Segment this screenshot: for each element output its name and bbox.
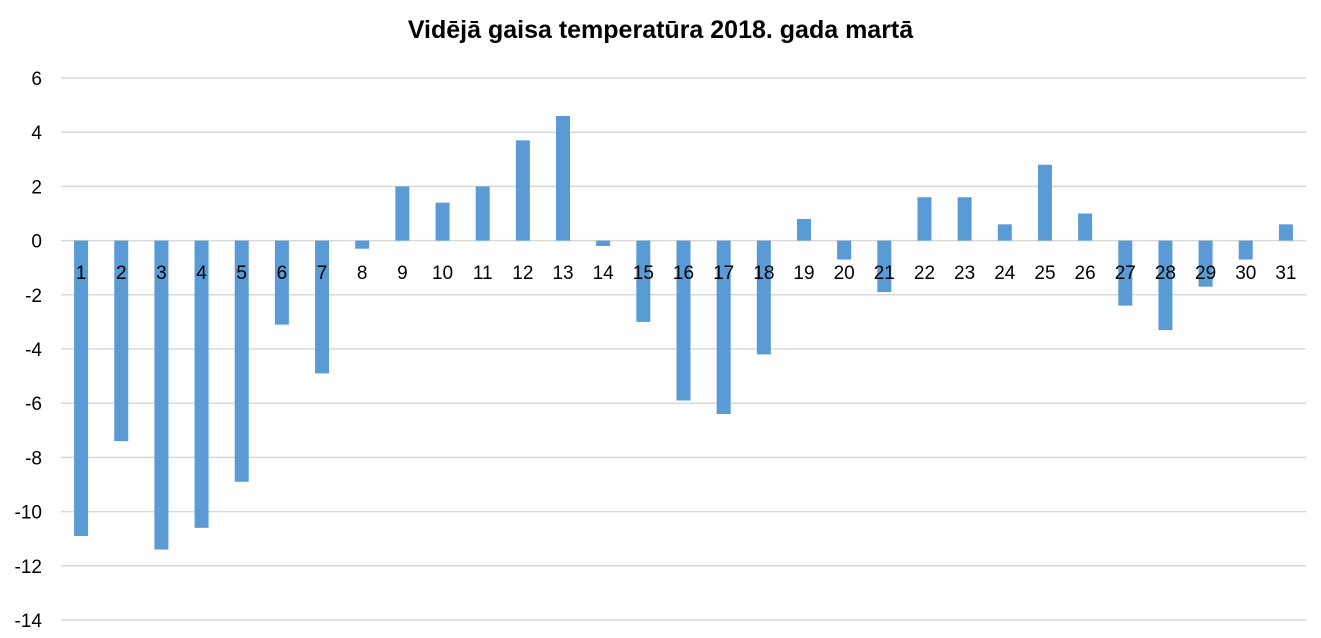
x-tick-label: 12: [512, 263, 533, 284]
bar-24: [997, 224, 1012, 241]
bar-5: [234, 240, 249, 482]
x-tick-label: 25: [1034, 263, 1055, 284]
x-tick-label: 4: [196, 263, 207, 284]
x-tick-label: 6: [277, 263, 288, 284]
bar-16: [676, 240, 691, 401]
x-tick-label: 20: [834, 263, 855, 284]
bars: [74, 115, 1293, 550]
bar-25: [1037, 164, 1052, 241]
x-tick-label: 22: [914, 263, 935, 284]
bar-31: [1278, 224, 1293, 241]
bar-18: [756, 240, 771, 355]
x-tick-label: 27: [1115, 263, 1136, 284]
bar-7: [315, 240, 330, 374]
y-tick-label: 6: [31, 69, 42, 90]
x-tick-label: 21: [874, 263, 895, 284]
y-tick-label: -2: [25, 286, 42, 307]
x-tick-label: 19: [793, 263, 814, 284]
bar-17: [716, 240, 731, 415]
y-tick-label: 0: [31, 232, 42, 253]
x-tick-label: 24: [994, 263, 1016, 284]
x-tick-label: 9: [397, 263, 408, 284]
x-axis-ticks: 1 2 3 4 5 6 7 8 9 10 11 12 13 14 15 16 17 18 19 20 21 22 23 24 2…: [76, 263, 1297, 284]
y-tick-label: -14: [15, 611, 43, 632]
bar-15: [636, 240, 651, 322]
y-tick-label: -10: [15, 503, 42, 524]
y-tick-label: 4: [31, 123, 42, 144]
bar-14: [596, 240, 611, 247]
y-tick-label: -4: [25, 340, 42, 361]
bar-27: [1118, 240, 1133, 306]
x-tick-label: 2: [116, 263, 127, 284]
bar-12: [515, 140, 530, 241]
x-tick-label: 10: [432, 263, 453, 284]
chart-title: Vidējā gaisa temperatūra 2018. gada mart…: [407, 16, 914, 44]
x-tick-label: 8: [357, 263, 368, 284]
bar-11: [475, 186, 490, 241]
bar-30: [1238, 240, 1253, 260]
bar-8: [355, 240, 370, 249]
bar-13: [556, 115, 571, 241]
bar-29: [1198, 240, 1213, 287]
x-tick-label: 13: [552, 263, 573, 284]
bar-3: [154, 240, 169, 550]
x-tick-label: 16: [673, 263, 694, 284]
x-tick-label: 23: [954, 263, 975, 284]
bar-21: [877, 240, 892, 293]
y-tick-label: -6: [25, 394, 42, 415]
bar-19: [796, 218, 811, 241]
x-tick-label: 3: [156, 263, 167, 284]
y-tick-label: 2: [31, 177, 42, 198]
bar-20: [837, 240, 852, 260]
grid-lines: [61, 77, 1306, 621]
x-tick-label: 5: [236, 263, 247, 284]
x-tick-label: 26: [1075, 263, 1096, 284]
x-tick-label: 14: [593, 263, 615, 284]
bar-2: [114, 240, 129, 442]
x-tick-label: 28: [1155, 263, 1176, 284]
x-tick-label: 1: [76, 263, 87, 284]
x-tick-label: 30: [1235, 263, 1256, 284]
bar-26: [1078, 213, 1093, 241]
x-tick-label: 7: [317, 263, 328, 284]
bar-23: [957, 197, 972, 241]
bar-10: [435, 202, 450, 241]
y-tick-label: -12: [15, 557, 42, 578]
x-tick-label: 31: [1275, 263, 1296, 284]
bar-6: [274, 240, 289, 325]
bar-4: [194, 240, 209, 528]
x-tick-label: 11: [473, 263, 493, 284]
y-axis-ticks: 6 4 2 0 -2 -4 -6 -8 -10 -12 -14: [15, 69, 43, 632]
bar-22: [917, 197, 932, 241]
bar-9: [395, 186, 410, 241]
x-tick-label: 18: [753, 263, 774, 284]
bar-1: [74, 240, 89, 536]
bar-28: [1158, 240, 1173, 331]
x-tick-label: 15: [633, 263, 654, 284]
y-tick-label: -8: [25, 448, 42, 469]
x-tick-label: 17: [713, 263, 734, 284]
x-tick-label: 29: [1195, 263, 1216, 284]
